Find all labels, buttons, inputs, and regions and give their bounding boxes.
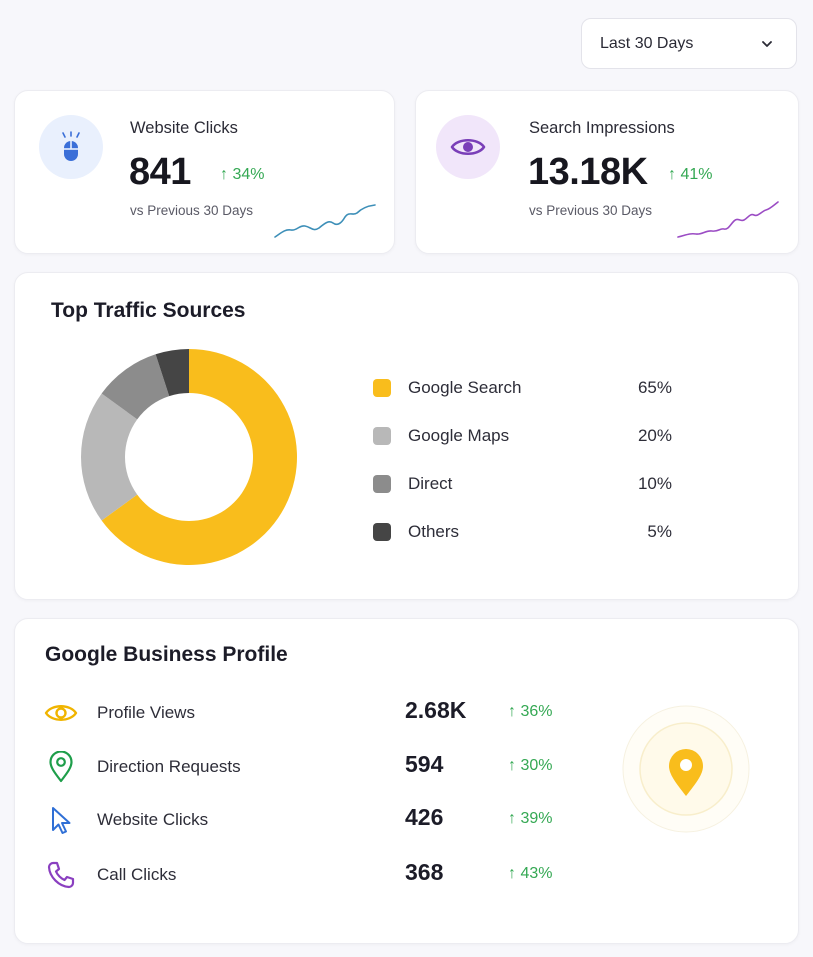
map-pin-icon bbox=[622, 705, 750, 833]
legend-percent: 65% bbox=[637, 378, 672, 397]
stat-label: Website Clicks bbox=[97, 810, 209, 829]
stat-value: 368 bbox=[405, 859, 444, 885]
legend-percent: 20% bbox=[637, 426, 672, 445]
stat-label: Profile Views bbox=[97, 703, 195, 722]
metric-title: Website Clicks bbox=[130, 119, 238, 137]
sparkline bbox=[677, 201, 779, 238]
legend-swatch bbox=[373, 475, 391, 493]
stat-change: ↑ 39% bbox=[508, 810, 553, 827]
section-title: Google Business Profile bbox=[45, 643, 288, 666]
legend-item-direct: Direct 10% bbox=[373, 472, 673, 496]
search-impressions-card: Search Impressions 13.18K ↑ 41% vs Previ… bbox=[415, 90, 799, 254]
legend-swatch bbox=[373, 523, 391, 541]
sparkline bbox=[274, 204, 376, 238]
metric-comparison: vs Previous 30 Days bbox=[529, 203, 653, 218]
stat-label: Direction Requests bbox=[97, 757, 241, 776]
profile-stat-row: Website Clicks 426 ↑ 39% bbox=[15, 800, 615, 840]
legend-label: Direct bbox=[408, 474, 453, 493]
metric-value: 841 bbox=[129, 151, 191, 193]
eye-icon bbox=[436, 115, 500, 179]
legend-swatch bbox=[373, 379, 391, 397]
date-range-select[interactable]: Last 30 Days bbox=[581, 18, 797, 69]
legend-percent: 10% bbox=[637, 474, 672, 493]
stat-value: 594 bbox=[405, 751, 444, 777]
traffic-donut-chart bbox=[81, 349, 298, 565]
stat-value: 426 bbox=[405, 804, 444, 830]
stat-value: 2.68K bbox=[405, 697, 467, 723]
metric-change: ↑ 41% bbox=[668, 166, 713, 183]
donut-slice-google-search bbox=[101, 349, 298, 565]
metric-title: Search Impressions bbox=[529, 119, 675, 137]
business-profile-card: Google Business Profile Profile Views 2.… bbox=[14, 618, 799, 944]
traffic-sources-card: Top Traffic Sources Google Search 65% Go… bbox=[14, 272, 799, 600]
legend-label: Google Maps bbox=[408, 426, 510, 445]
legend-item-google-search: Google Search 65% bbox=[373, 376, 673, 400]
donut-slice-direct bbox=[101, 354, 170, 420]
metric-value: 13.18K bbox=[528, 151, 648, 193]
stat-change: ↑ 43% bbox=[508, 865, 553, 882]
mouse-icon bbox=[39, 115, 103, 179]
metric-change: ↑ 34% bbox=[220, 166, 265, 183]
phone-icon bbox=[43, 859, 79, 891]
location-pin-icon bbox=[43, 751, 79, 783]
cursor-icon bbox=[43, 804, 79, 836]
stat-change: ↑ 30% bbox=[508, 757, 553, 774]
website-clicks-card: Website Clicks 841 ↑ 34% vs Previous 30 … bbox=[14, 90, 395, 254]
legend-swatch bbox=[373, 427, 391, 445]
donut-slice-google-maps bbox=[81, 393, 138, 521]
legend-item-others: Others 5% bbox=[373, 520, 673, 544]
legend-percent: 5% bbox=[647, 522, 672, 541]
section-title: Top Traffic Sources bbox=[51, 299, 246, 322]
legend-label: Google Search bbox=[408, 378, 522, 397]
donut-slice-others bbox=[155, 349, 189, 397]
stat-label: Call Clicks bbox=[97, 865, 177, 884]
date-range-value: Last 30 Days bbox=[600, 34, 694, 52]
chevron-down-icon bbox=[762, 40, 772, 47]
stat-change: ↑ 36% bbox=[508, 703, 553, 720]
legend-label: Others bbox=[408, 522, 460, 541]
eye-icon bbox=[43, 697, 79, 729]
legend-item-google-maps: Google Maps 20% bbox=[373, 424, 673, 448]
profile-stat-row: Call Clicks 368 ↑ 43% bbox=[15, 855, 615, 895]
profile-stat-row: Profile Views 2.68K ↑ 36% bbox=[15, 693, 615, 733]
metric-comparison: vs Previous 30 Days bbox=[130, 203, 254, 218]
profile-stat-row: Direction Requests 594 ↑ 30% bbox=[15, 747, 615, 787]
